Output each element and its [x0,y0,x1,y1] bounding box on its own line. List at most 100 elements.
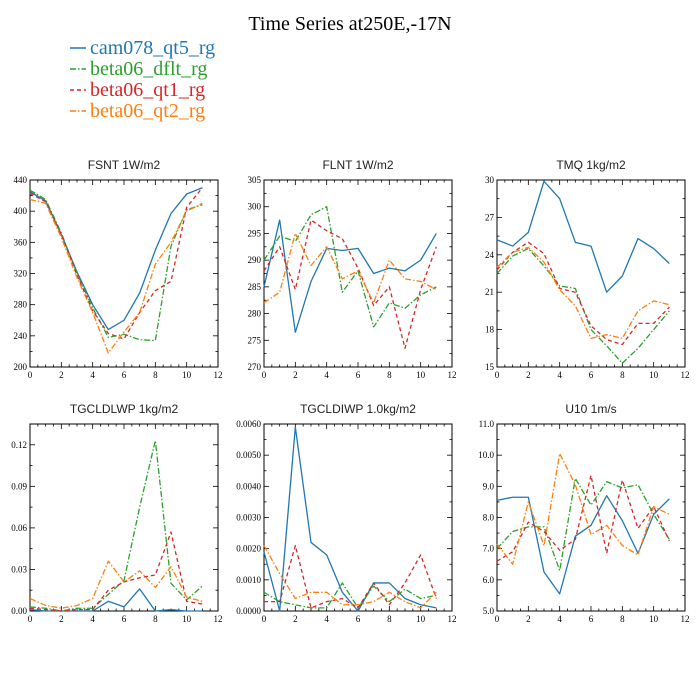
x-tick-label: 0 [262,370,267,380]
x-tick-label: 4 [324,370,329,380]
series-line-beta06-qt2-rg [496,452,670,565]
x-tick-label: 10 [182,370,192,380]
legend-label: beta06_qt1_rg [90,79,205,101]
x-tick-label: 10 [416,370,426,380]
panel-title: U10 1m/s [565,402,616,416]
panel-title: FLNT 1W/m2 [322,158,393,172]
x-tick-label: 6 [122,370,127,380]
y-tick-label: 6.0 [483,575,495,585]
y-tick-label: 280 [248,309,262,319]
y-tick-label: 0.09 [11,481,27,491]
y-tick-label: 0.0020 [236,544,261,554]
panel-tgcldiwp: TGCLDIWP 1.0kg/m2 0 2 4 6 8 10 12 0.0000 0.0010 0.… [236,402,456,624]
series-line-beta06-dflt-rg [263,206,437,328]
x-tick-label: 0 [28,370,33,380]
y-tick-label: 440 [14,175,28,185]
plot-frame [263,179,453,368]
y-tick-label: 0.0050 [236,450,261,460]
plot-frame [496,423,686,612]
panel-u10: U10 1m/s 0 2 4 6 8 10 12 5.0 6.0 7.0 8.0 9.0 10.0 11.0 [478,402,689,624]
x-tick-label: 2 [293,370,298,380]
x-tick-label: 0 [262,614,267,624]
series-line-beta06-dflt-rg [29,439,203,612]
x-tick-label: 6 [589,614,594,624]
y-tick-label: 240 [14,331,28,341]
panels: FSNT 1W/m20 2 4 6 8 10 12200240280320360400440… [11,158,689,624]
x-tick-label: 12 [214,614,223,624]
x-tick-label: 4 [557,370,562,380]
legend-label: beta06_qt2_rg [90,100,205,122]
x-tick-label: 0 [495,370,500,380]
y-tick-label: 320 [14,269,28,279]
x-tick-label: 6 [122,614,127,624]
panel-title: FSNT 1W/m2 [88,158,161,172]
x-tick-label: 2 [526,370,531,380]
x-tick-label: 4 [90,614,95,624]
y-tick-label: 7.0 [483,544,495,554]
y-tick-label: 8.0 [483,513,495,523]
x-tick-label: 4 [557,614,562,624]
series-line-beta06-qt2-rg [496,246,670,339]
series-line-beta06-dflt-rg [496,247,670,364]
y-tick-label: 300 [248,202,262,212]
y-tick-label: 15 [485,362,495,372]
x-tick-label: 0 [28,614,33,624]
x-tick-label: 12 [681,614,690,624]
y-tick-label: 24 [485,250,495,260]
figure-title: Time Series at250E,-17N [248,13,451,35]
x-tick-label: 2 [293,614,298,624]
y-tick-label: 0.0000 [236,606,261,616]
x-tick-label: 0 [495,614,500,624]
x-tick-label: 8 [153,370,158,380]
y-tick-label: 360 [14,237,28,247]
x-tick-label: 8 [153,614,158,624]
x-tick-label: 4 [324,614,329,624]
x-tick-label: 12 [681,370,690,380]
legend-label: cam078_qt5_rg [90,37,215,59]
panel-title: TGCLDIWP 1.0kg/m2 [300,402,416,416]
x-tick-label: 8 [387,614,392,624]
legend-label: beta06_dflt_rg [90,58,207,80]
y-tick-label: 10.0 [478,450,494,460]
x-tick-label: 6 [356,614,361,624]
legend-item-beta06-qt1-rg: beta06_qt1_rg [70,79,205,101]
x-tick-label: 4 [90,370,95,380]
y-tick-label: 9.0 [483,481,495,491]
plot-frame [263,423,453,612]
x-tick-label: 12 [448,614,457,624]
series-line-cam078-qt5-rg [496,495,670,595]
series-line-cam078-qt5-rg [29,187,203,331]
series-line-beta06-qt1-rg [496,241,670,346]
y-tick-label: 21 [485,287,494,297]
y-tick-label: 275 [248,335,262,345]
y-tick-label: 200 [14,362,28,372]
x-tick-label: 6 [589,370,594,380]
y-tick-label: 400 [14,206,28,216]
y-tick-label: 0.03 [11,564,27,574]
x-tick-label: 12 [214,370,223,380]
series-line-cam078-qt5-rg [496,180,670,293]
panel-flnt: FLNT 1W/m2 0 2 4 6 8 10 12 270 275 280 285 290 295 300… [248,158,457,380]
x-tick-label: 10 [649,370,659,380]
x-tick-label: 2 [59,370,64,380]
y-tick-label: 0.00 [11,606,27,616]
y-tick-label: 270 [248,362,262,372]
x-tick-label: 12 [448,370,457,380]
x-tick-label: 8 [620,614,625,624]
y-tick-label: 0.0010 [236,575,261,585]
x-tick-label: 8 [620,370,625,380]
series-line-beta06-qt2-rg [29,198,203,354]
y-tick-label: 285 [248,282,262,292]
series-line-beta06-qt1-rg [264,544,437,609]
x-tick-label: 10 [182,614,192,624]
y-tick-label: 295 [248,228,262,238]
panel-title: TMQ 1kg/m2 [556,158,626,172]
x-tick-label: 10 [649,614,659,624]
legend-item-beta06-dflt-rg: beta06_dflt_rg [70,58,207,80]
series-line-beta06-qt1-rg [29,187,203,340]
series-line-beta06-dflt-rg [29,189,203,342]
y-tick-label: 27 [485,212,495,222]
series-line-beta06-qt2-rg [29,560,203,609]
series-line-beta06-qt1-rg [496,474,670,562]
